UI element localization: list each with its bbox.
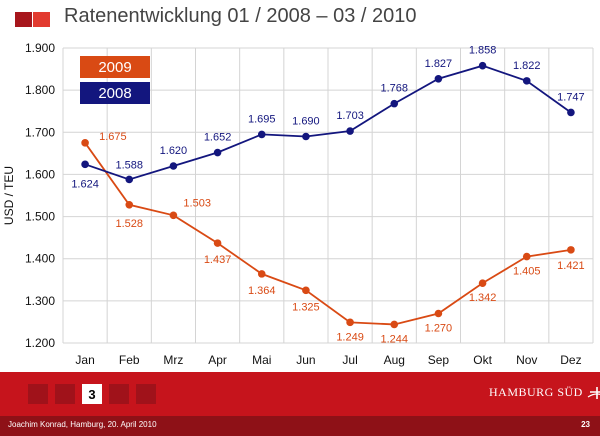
y-tick-label: 1.200 xyxy=(25,336,55,350)
x-tick-label: Sep xyxy=(428,353,450,367)
footer-credit: Joachim Konrad, Hamburg, 20. April 2010 xyxy=(8,420,157,429)
page-title: Ratenentwicklung 01 / 2008 – 03 / 2010 xyxy=(64,5,417,27)
data-label-2009: 1.249 xyxy=(336,331,364,343)
data-label-2008: 1.695 xyxy=(248,113,276,125)
data-point-2009 xyxy=(434,309,443,318)
data-label-2008: 1.652 xyxy=(204,132,232,144)
data-point-2009 xyxy=(346,318,354,327)
data-point-2008 xyxy=(302,132,310,141)
data-point-2009 xyxy=(125,200,134,209)
data-label-2008: 1.822 xyxy=(513,60,541,72)
x-tick-label: Mai xyxy=(252,353,271,367)
x-tick-label: Dez xyxy=(560,353,581,367)
y-tick-label: 1.900 xyxy=(25,41,55,55)
header-square-light xyxy=(33,12,50,27)
y-axis-title: USD / TEU xyxy=(2,166,16,225)
legend-label-2008: 2008 xyxy=(98,85,131,102)
data-point-2008 xyxy=(390,99,399,108)
y-tick-label: 1.300 xyxy=(25,294,55,308)
x-tick-label: Jan xyxy=(75,353,94,367)
data-label-2008: 1.703 xyxy=(336,110,364,122)
x-tick-label: Apr xyxy=(208,353,227,367)
data-point-2009 xyxy=(302,286,310,295)
data-label-2009: 1.244 xyxy=(380,333,408,345)
logo-text: HAMBURG SÜD xyxy=(489,385,583,399)
y-tick-label: 1.500 xyxy=(25,210,55,224)
data-label-2009: 1.405 xyxy=(513,266,541,278)
line-chart: 1.200 1.300 1.400 1.500 1.600 1.700 1.800 1.900… xyxy=(2,41,594,367)
pager-square-1[interactable] xyxy=(28,384,48,404)
data-label-2009: 1.270 xyxy=(425,323,453,335)
data-point-2009 xyxy=(390,320,399,329)
pager-square-current[interactable]: 3 xyxy=(82,384,102,404)
y-tick-label: 1.700 xyxy=(25,125,55,139)
data-point-2008 xyxy=(522,77,531,85)
data-point-2008 xyxy=(213,148,222,157)
y-tick-label: 1.600 xyxy=(25,167,55,181)
x-tick-label: Okt xyxy=(473,353,492,367)
data-label-2008: 1.620 xyxy=(160,145,188,157)
data-label-2009: 1.528 xyxy=(115,218,143,230)
data-point-2008 xyxy=(125,175,134,184)
y-tick-label: 1.800 xyxy=(25,83,55,97)
series-line-2008 xyxy=(84,64,572,181)
header-square-dark xyxy=(15,12,32,27)
x-tick-label: Mrz xyxy=(163,353,183,367)
data-point-2008 xyxy=(567,108,575,117)
data-point-2009 xyxy=(478,279,487,287)
data-label-2008: 1.690 xyxy=(292,116,320,128)
data-point-2008 xyxy=(169,162,178,170)
data-point-2008 xyxy=(434,74,443,83)
data-label-2008: 1.747 xyxy=(557,91,585,103)
data-label-2008: 1.624 xyxy=(71,178,99,190)
data-point-2009 xyxy=(213,239,222,247)
x-tick-label: Jun xyxy=(296,353,315,367)
data-point-2008 xyxy=(81,160,89,169)
data-point-2009 xyxy=(257,270,266,278)
data-label-2009: 1.325 xyxy=(292,301,320,313)
data-label-2009: 1.421 xyxy=(557,260,585,272)
data-point-2008 xyxy=(346,127,354,135)
pager-square-2[interactable] xyxy=(55,384,75,404)
data-point-2009 xyxy=(169,211,178,220)
footer-bar xyxy=(0,416,600,436)
data-label-2009: 1.503 xyxy=(183,197,211,209)
pager-square-5[interactable] xyxy=(136,384,156,404)
data-point-2008 xyxy=(478,61,487,70)
pager-square-4[interactable] xyxy=(109,384,129,404)
cross-icon xyxy=(588,387,600,400)
data-label-2009: 1.675 xyxy=(99,131,127,143)
legend-swatch-2009 xyxy=(80,56,150,78)
data-label-2009: 1.342 xyxy=(469,292,497,304)
series-line-2009 xyxy=(84,142,572,326)
data-label-2008: 1.827 xyxy=(425,58,453,70)
x-tick-label: Nov xyxy=(516,353,537,367)
data-point-2008 xyxy=(257,130,266,139)
legend-swatch-2008 xyxy=(80,82,150,104)
data-point-2009 xyxy=(522,252,531,261)
data-label-2009: 1.364 xyxy=(248,285,276,297)
x-tick-label: Feb xyxy=(119,353,140,367)
data-label-2008: 1.858 xyxy=(469,45,497,57)
x-tick-label: Aug xyxy=(384,353,405,367)
data-label-2009: 1.437 xyxy=(204,254,232,266)
x-tick-label: Jul xyxy=(342,353,357,367)
data-label-2008: 1.768 xyxy=(380,83,408,95)
page-number: 23 xyxy=(581,420,590,429)
legend-label-2009: 2009 xyxy=(98,59,131,76)
data-label-2008: 1.588 xyxy=(115,159,143,171)
hamburg-sud-logo: HAMBURG SÜD xyxy=(489,385,600,400)
data-point-2009 xyxy=(81,139,89,147)
y-tick-label: 1.400 xyxy=(25,252,55,266)
data-point-2009 xyxy=(567,246,575,254)
